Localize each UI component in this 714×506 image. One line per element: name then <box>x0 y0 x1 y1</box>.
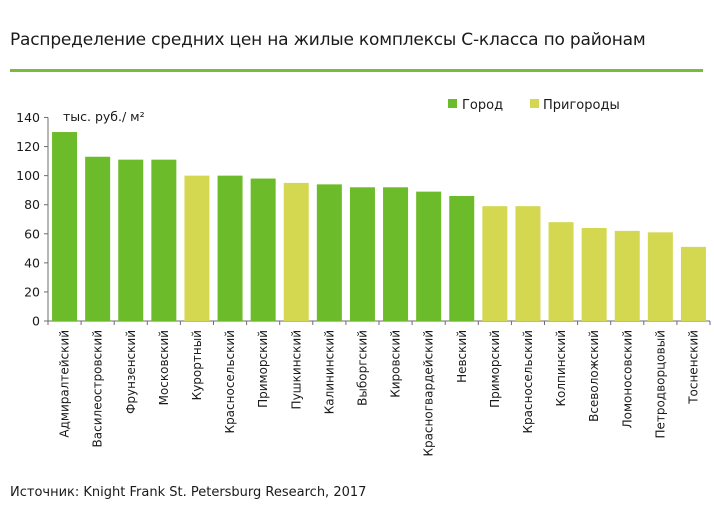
x-tick-label: Красногвардейский <box>422 330 436 457</box>
source-note: Источник: Knight Frank St. Petersburg Re… <box>10 485 367 500</box>
bar <box>548 222 574 321</box>
x-tick-label: Курортный <box>190 330 204 400</box>
bar <box>581 227 607 321</box>
bar <box>118 159 144 321</box>
y-tick-label: 140 <box>16 110 40 125</box>
bar <box>614 230 640 321</box>
bar <box>647 232 673 321</box>
legend: Город Пригороды <box>448 98 620 113</box>
x-tick-label: Тосненский <box>686 330 700 405</box>
legend-swatch-suburb <box>530 99 539 108</box>
y-tick-label: 80 <box>24 197 40 212</box>
bar <box>680 246 706 321</box>
y-tick-label: 20 <box>24 284 40 299</box>
bar <box>52 132 78 321</box>
x-tick-label: Приморский <box>488 330 502 408</box>
bar <box>283 182 309 321</box>
x-tick-label: Приморский <box>256 330 270 408</box>
y-tick-label: 60 <box>24 226 40 241</box>
x-tick-label: Калининский <box>322 330 336 414</box>
x-tick-label: Адмиралтейский <box>58 330 72 438</box>
bar <box>416 191 442 321</box>
page-title: Распределение средних цен на жилые компл… <box>10 30 646 50</box>
x-tick-label: Красносельский <box>521 330 535 433</box>
x-tick-label: Пушкинский <box>289 330 303 409</box>
bar <box>250 178 276 321</box>
x-tick-label: Ломоносовский <box>620 330 634 428</box>
bar <box>383 187 409 321</box>
bars <box>52 132 706 321</box>
x-tick-label: Кировский <box>389 330 403 398</box>
bar-chart: тыс. руб./ м² Город Пригороды 0 20 40 60 80 1… <box>16 98 711 457</box>
x-axis-labels: Адмиралтейский Василеостровский Фрунзенски… <box>58 330 701 457</box>
bar <box>316 184 342 321</box>
title-divider <box>10 69 703 72</box>
x-tick-label: Колпинский <box>554 330 568 406</box>
legend-swatch-city <box>448 99 457 108</box>
bar <box>349 187 375 321</box>
bar <box>151 159 177 321</box>
x-tick-label: Василеостровский <box>91 330 105 447</box>
bar <box>449 195 475 321</box>
bar <box>184 175 210 321</box>
y-tick-label: 0 <box>32 314 40 329</box>
legend-label-city: Город <box>462 98 503 113</box>
x-tick-label: Петродворцовый <box>653 330 667 439</box>
y-tick-label: 100 <box>16 168 40 183</box>
y-axis-unit-label: тыс. руб./ м² <box>63 109 145 124</box>
x-tick-label: Выборгский <box>355 330 369 406</box>
bar <box>217 175 243 321</box>
bar <box>515 206 541 321</box>
x-tick-label: Всеволожский <box>587 330 601 422</box>
y-tick-label: 120 <box>16 139 40 154</box>
bar <box>85 156 111 321</box>
x-tick-label: Невский <box>455 330 469 383</box>
legend-label-suburb: Пригороды <box>543 98 620 113</box>
bar <box>482 206 508 321</box>
x-tick-label: Фрунзенский <box>124 330 138 414</box>
x-tick-label: Красносельский <box>223 330 237 433</box>
y-tick-label: 40 <box>24 255 40 270</box>
x-tick-label: Московский <box>157 330 171 405</box>
